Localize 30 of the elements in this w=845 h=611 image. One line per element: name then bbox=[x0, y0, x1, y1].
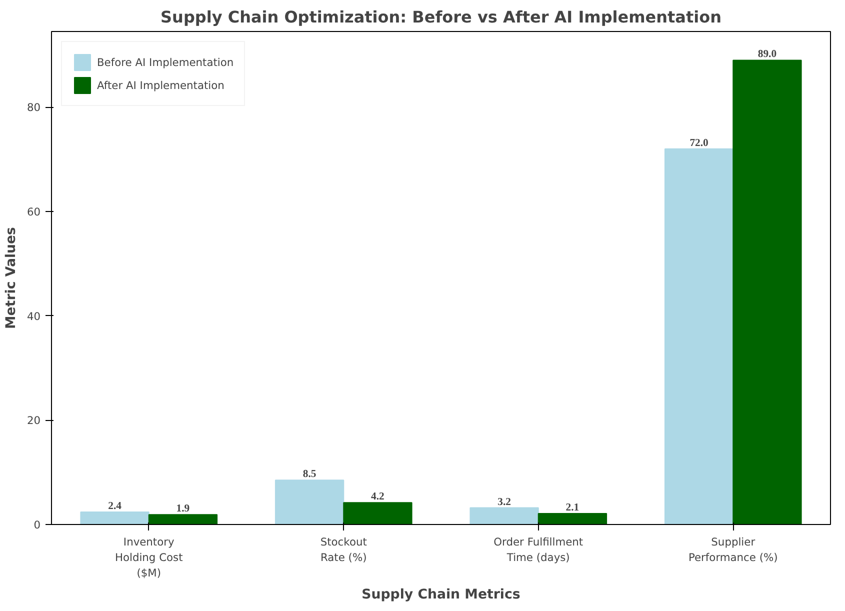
data-label: 72.0 bbox=[690, 138, 708, 149]
data-label: 2.4 bbox=[108, 500, 122, 512]
data-label: 3.2 bbox=[498, 496, 511, 508]
y-tick-label: 80 bbox=[26, 101, 41, 114]
bar bbox=[470, 507, 539, 524]
y-tick-label: 40 bbox=[26, 310, 41, 323]
bar bbox=[538, 513, 608, 524]
data-label: 4.2 bbox=[371, 492, 384, 503]
x-tick-label: Stockout Rate (%) bbox=[320, 536, 367, 564]
y-tick-label: 60 bbox=[26, 205, 41, 218]
y-tick-label: 20 bbox=[26, 414, 41, 428]
data-label: 89.0 bbox=[758, 49, 777, 60]
data-label: 1.9 bbox=[176, 504, 190, 515]
bar bbox=[343, 502, 412, 524]
x-tick-label: Supplier Performance (%) bbox=[688, 536, 778, 564]
legend-label: After AI Implementation bbox=[97, 78, 224, 92]
bar bbox=[732, 60, 802, 524]
x-tick-label: Inventory Holding Cost ($M) bbox=[114, 536, 183, 580]
bar bbox=[148, 514, 218, 524]
y-axis-title: Metric Values bbox=[4, 226, 19, 329]
chart-title: Supply Chain Optimization: Before vs After AI Implementation bbox=[160, 8, 722, 26]
data-label: 8.5 bbox=[302, 469, 316, 480]
y-tick-label: 0 bbox=[34, 518, 41, 532]
data-label: 2.1 bbox=[566, 502, 580, 514]
bar bbox=[80, 511, 150, 524]
legend-label: Before AI Implementation bbox=[97, 56, 234, 68]
x-tick-label: Order Fulfillment Time (days) bbox=[494, 536, 584, 564]
bar bbox=[274, 480, 344, 524]
x-axis-title: Supply Chain Metrics bbox=[362, 588, 520, 603]
bar bbox=[664, 148, 734, 524]
